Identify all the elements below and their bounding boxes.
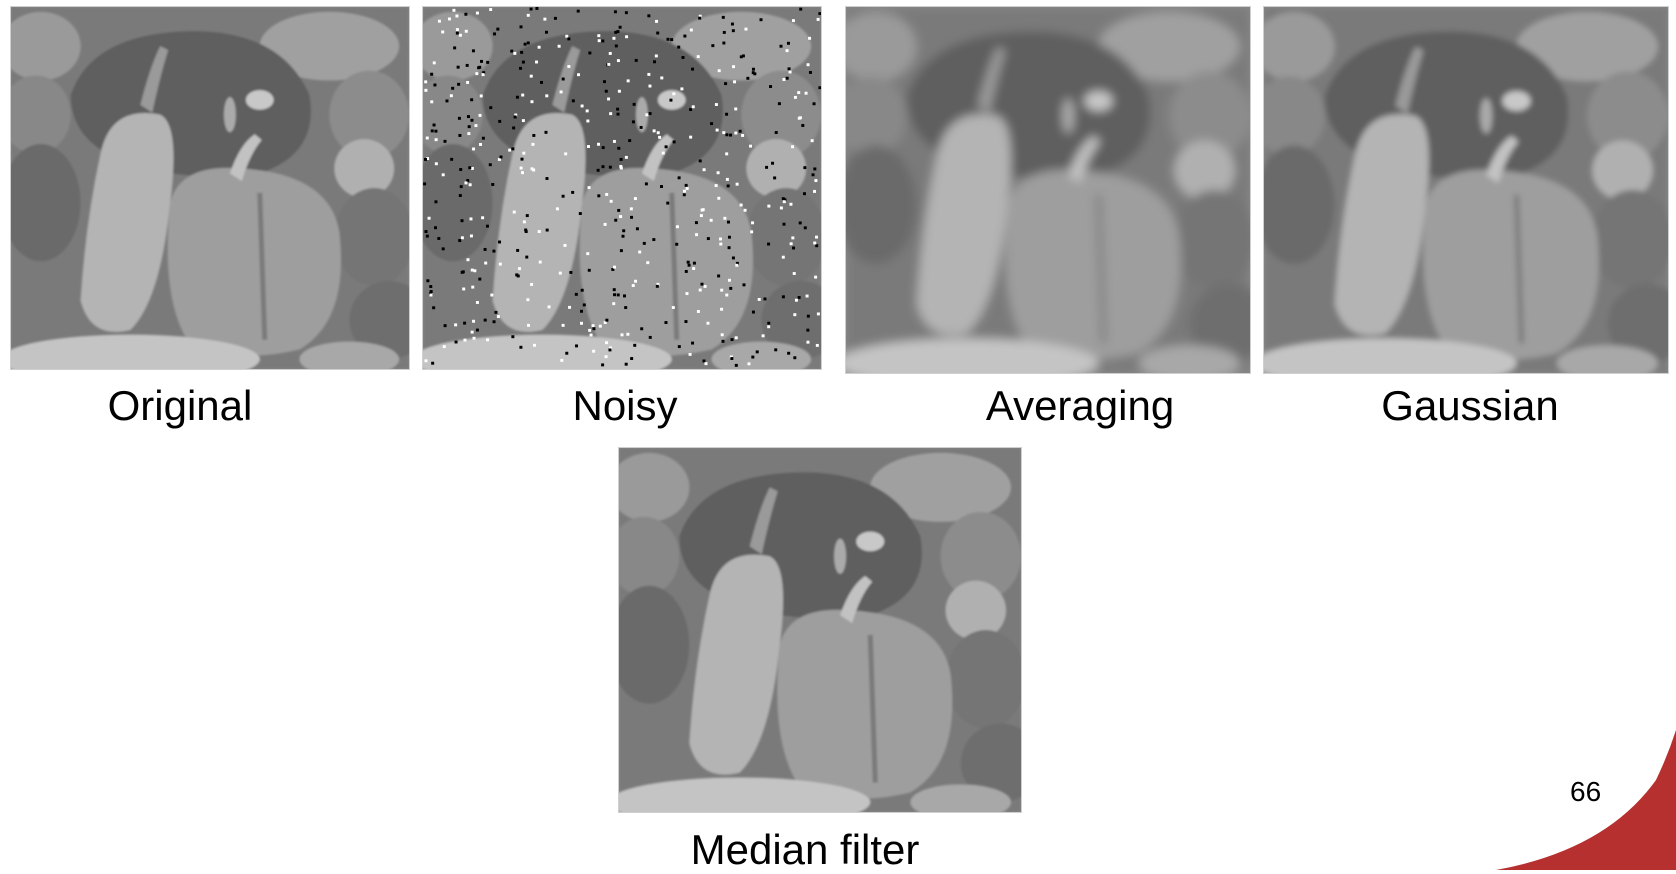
page-number: 66 <box>1570 776 1602 807</box>
gaussian-image <box>1263 6 1669 374</box>
median-filter-image <box>618 447 1022 813</box>
averaging-image <box>845 6 1251 374</box>
caption-median-filter: Median filter <box>690 826 920 873</box>
caption-noisy: Noisy <box>572 382 678 429</box>
caption-averaging: Averaging <box>985 382 1175 429</box>
original-image <box>10 6 410 370</box>
noisy-image <box>422 6 822 370</box>
caption-original: Original <box>107 382 253 429</box>
corner-decoration <box>1496 730 1676 870</box>
caption-gaussian: Gaussian <box>1381 382 1559 429</box>
